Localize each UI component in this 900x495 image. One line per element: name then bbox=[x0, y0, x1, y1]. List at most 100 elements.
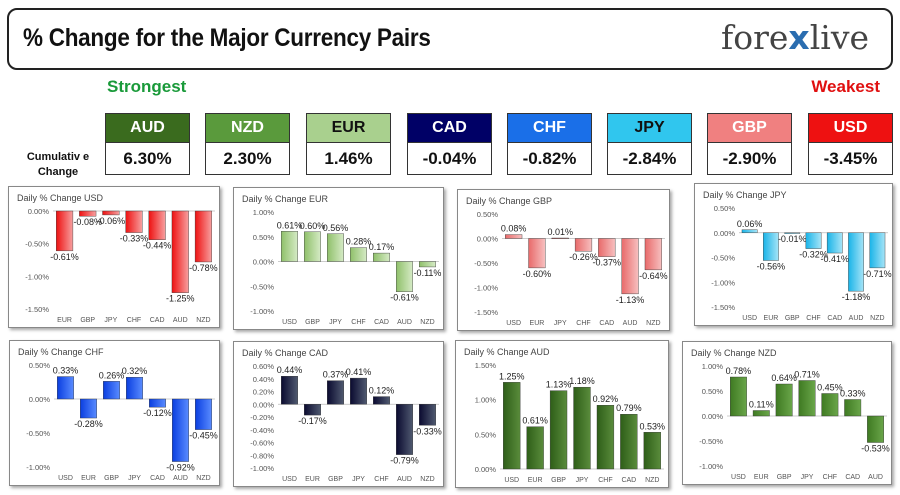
x-category-label: JPY bbox=[352, 476, 365, 483]
x-category-label: AUD bbox=[173, 475, 188, 482]
data-label: 0.45% bbox=[817, 383, 843, 393]
data-label: -0.12% bbox=[143, 408, 172, 418]
bar-usd bbox=[281, 231, 298, 262]
chart-title: Daily % Change GBP bbox=[466, 196, 553, 206]
y-tick-label: -0.50% bbox=[250, 282, 274, 291]
data-label: 1.25% bbox=[499, 371, 525, 381]
x-category-label: GBP bbox=[104, 475, 119, 482]
data-label: -0.33% bbox=[120, 234, 149, 244]
data-label: 1.18% bbox=[569, 376, 595, 386]
bar-aud bbox=[396, 404, 413, 455]
data-label: 0.79% bbox=[616, 403, 642, 413]
data-label: -0.06% bbox=[97, 216, 126, 226]
data-label: 0.06% bbox=[737, 219, 763, 229]
data-label: 0.61% bbox=[522, 416, 548, 426]
bar-cad bbox=[844, 399, 862, 417]
bar-aud bbox=[867, 415, 884, 443]
cumulative-card-cad: CAD -0.04% bbox=[407, 113, 492, 175]
bar-cad bbox=[826, 232, 843, 254]
data-label: -0.64% bbox=[639, 271, 668, 281]
bar-chart: 1.50% 1.00% 0.50% 0.00% 1.25% USD 0.61% EUR 1.13… bbox=[475, 361, 665, 484]
y-tick-label: 0.00% bbox=[253, 400, 275, 409]
chart-title: Daily % Change CHF bbox=[18, 347, 104, 357]
bar-cad bbox=[620, 414, 638, 470]
y-tick-label: -1.00% bbox=[711, 278, 735, 287]
x-category-label: EUR bbox=[764, 315, 779, 322]
bar-jpy bbox=[102, 210, 120, 216]
bar-aud bbox=[621, 238, 639, 295]
bar-aud bbox=[172, 398, 189, 462]
y-tick-label: 0.40% bbox=[253, 375, 275, 384]
currency-code: NZD bbox=[205, 113, 290, 143]
y-tick-label: -0.80% bbox=[250, 451, 274, 460]
bar-nzd bbox=[194, 210, 212, 263]
bar-eur bbox=[763, 232, 779, 261]
data-label: -0.08% bbox=[73, 217, 102, 227]
cumulative-value: 1.46% bbox=[306, 143, 391, 175]
currency-code: CHF bbox=[507, 113, 592, 143]
bar-gbp bbox=[784, 232, 801, 234]
bar-nzd bbox=[195, 398, 212, 430]
data-label: -0.71% bbox=[863, 269, 892, 279]
bar-jpy bbox=[126, 377, 143, 400]
bar-usd bbox=[505, 234, 523, 239]
data-label: -0.45% bbox=[189, 431, 218, 441]
y-tick-label: 1.00% bbox=[253, 208, 275, 217]
x-category-label: JPY bbox=[801, 474, 814, 481]
bar-eur bbox=[56, 210, 74, 252]
chart-title: Daily % Change NZD bbox=[691, 348, 777, 358]
data-label: -0.33% bbox=[413, 426, 442, 436]
x-category-label: USD bbox=[742, 315, 757, 322]
y-tick-label: 0.50% bbox=[475, 430, 497, 439]
chart-title: Daily % Change USD bbox=[17, 193, 104, 203]
y-tick-label: -0.50% bbox=[699, 437, 723, 446]
x-category-label: CAD bbox=[621, 477, 636, 484]
data-label: -0.44% bbox=[143, 241, 172, 251]
x-category-label: GBP bbox=[80, 317, 95, 324]
bar-gbp bbox=[79, 210, 97, 217]
x-category-label: NZD bbox=[420, 476, 434, 483]
bar-usd bbox=[281, 376, 298, 405]
chart-title: Daily % Change CAD bbox=[242, 348, 329, 358]
y-tick-label: -0.50% bbox=[25, 240, 49, 249]
bar-jpy bbox=[573, 386, 591, 470]
currency-code: CAD bbox=[407, 113, 492, 143]
cumulative-card-jpy: JPY -2.84% bbox=[607, 113, 692, 175]
x-category-label: EUR bbox=[530, 320, 545, 327]
data-label: -0.37% bbox=[593, 258, 622, 268]
bar-chf bbox=[350, 247, 367, 262]
data-label: -0.61% bbox=[390, 293, 419, 303]
x-category-label: CHF bbox=[576, 320, 590, 327]
cumulative-value: -3.45% bbox=[808, 143, 893, 175]
data-label: 0.17% bbox=[369, 242, 395, 252]
y-tick-label: -1.50% bbox=[711, 303, 735, 312]
data-label: 0.44% bbox=[277, 365, 303, 375]
x-category-label: JPY bbox=[104, 317, 117, 324]
x-category-label: CHF bbox=[806, 315, 820, 322]
data-label: 1.13% bbox=[546, 380, 572, 390]
y-tick-label: 0.50% bbox=[477, 210, 499, 219]
bar-usd bbox=[741, 229, 758, 233]
y-tick-label: -1.00% bbox=[26, 463, 50, 472]
y-tick-label: 1.50% bbox=[475, 361, 497, 370]
cumulative-card-chf: CHF -0.82% bbox=[507, 113, 592, 175]
x-category-label: NZD bbox=[196, 317, 210, 324]
bar-aud bbox=[848, 232, 864, 292]
data-label: 0.78% bbox=[726, 366, 752, 376]
x-category-label: EUR bbox=[528, 477, 543, 484]
x-category-label: NZD bbox=[420, 319, 434, 326]
x-category-label: AUD bbox=[397, 319, 412, 326]
bar-cad bbox=[148, 210, 166, 240]
y-tick-label: -0.40% bbox=[250, 426, 274, 435]
currency-code: AUD bbox=[105, 113, 190, 143]
data-label: -0.17% bbox=[298, 416, 327, 426]
daily-change-chart-3: Daily % Change GBP 0.50% 0.00% -0.50% -1.00%… bbox=[457, 189, 670, 331]
chart-title: Daily % Change EUR bbox=[242, 194, 329, 204]
y-tick-label: -1.00% bbox=[699, 462, 723, 471]
daily-change-chart-1: Daily % Change USD 0.00% -0.50% -1.00% -1.50… bbox=[8, 186, 220, 328]
data-label: 0.61% bbox=[277, 220, 303, 230]
y-tick-label: -1.00% bbox=[25, 272, 49, 281]
data-label: -0.79% bbox=[390, 456, 419, 466]
y-tick-label: 0.00% bbox=[29, 395, 51, 404]
x-category-label: USD bbox=[731, 474, 746, 481]
